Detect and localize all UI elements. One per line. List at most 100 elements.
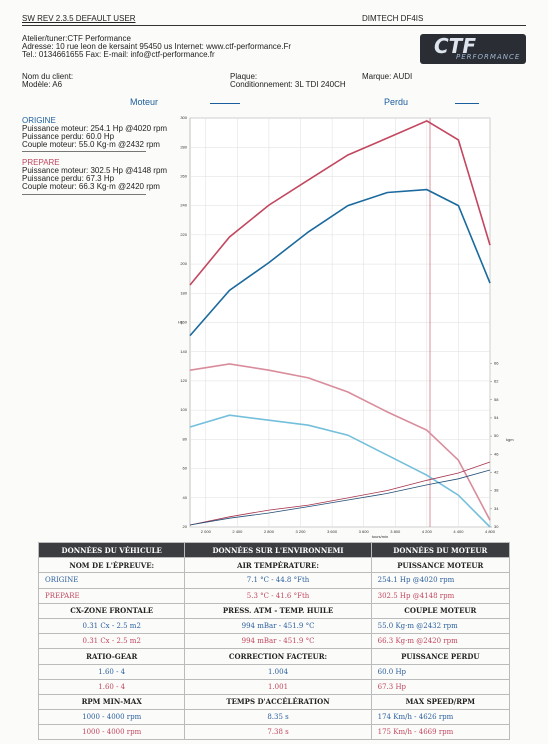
table-cell: 60.0 Hp: [370, 663, 511, 680]
table-cell: 174 Km/h - 4626 rpm: [370, 709, 511, 726]
table-cell: RATIO-GEAR: [37, 648, 186, 665]
x-axis-label: tours/min: [372, 534, 388, 539]
table-row: 1000 - 4000 rpm 8.35 s 174 Km/h - 4626 rpm: [37, 709, 511, 726]
table-cell: PRESS. ATM - TEMP. HUILE: [184, 602, 372, 619]
shop-line: Adresse: 10 rue leon de kersaint 95450 u…: [22, 42, 292, 51]
x-tick-label: 2 800: [264, 529, 275, 534]
chart: 20 40 60 80 100 120 140 160 180 200 220 240 260 280 30…: [178, 115, 514, 539]
table-cell: CX-ZONE FRONTALE: [37, 602, 186, 619]
legend-swatch: [455, 103, 479, 104]
y2-tick-label: 42: [494, 470, 499, 475]
table-cell: DONNÉES DU MOTEUR: [370, 541, 511, 559]
y2-tick-label: 46: [494, 451, 499, 456]
origine-line: Couple moteur: 55.0 Kg·m @2432 rpm: [22, 140, 160, 149]
y-tick-label: 20: [183, 524, 188, 529]
origine-title: ORIGINE: [22, 116, 56, 125]
table-cell: 0.31 Cx - 2.5 m2: [37, 617, 186, 635]
table-row: CX-ZONE FRONTALE PRESS. ATM - TEMP. HUILE…: [37, 602, 511, 619]
table-cell: 66.3 Kg·m @2420 rpm: [370, 633, 511, 650]
table-cell: 55.0 Kg·m @2432 rpm: [370, 617, 511, 635]
series-line: [189, 461, 491, 526]
table-row: PREPARE 5.3 °C - 41.6 °Fth 302.5 Hp @4148 …: [37, 587, 511, 604]
y-tick-label: 120: [180, 378, 187, 383]
table-cell: TEMPS D'ACCÉLÉRATION: [184, 693, 372, 711]
y-tick-label: 240: [180, 203, 187, 208]
x-tick-label: 3 800: [390, 529, 401, 534]
legend-label: Moteur: [130, 97, 159, 107]
shop-line: Atelier/tuner:CTF Performance: [22, 34, 131, 43]
y-tick-label: 60: [183, 466, 188, 471]
y2-axis-label: kgm: [506, 437, 514, 442]
table-cell: ORIGINE: [37, 572, 186, 589]
y2-tick-label: 66: [494, 360, 499, 365]
series-line: [189, 120, 491, 286]
x-tick-label: 3 200: [296, 529, 307, 534]
table-cell: CORRECTION FACTEUR:: [184, 648, 372, 665]
y2-tick-label: 30: [494, 524, 499, 529]
logo-sub: PERFORMANCE: [456, 53, 521, 61]
header-right: DIMTECH DF4IS: [362, 14, 424, 23]
table-row: NOM DE L'ÉPREUVE: AIR TEMPÉRATURE: PUISSAN…: [37, 557, 511, 574]
x-tick-label: 2 000: [201, 529, 212, 534]
table-cell: 254.1 Hp @4020 rpm: [370, 572, 511, 589]
logo-text: CTF: [434, 34, 476, 58]
client-model: Modèle: A6: [22, 80, 63, 89]
y2-tick-label: 62: [494, 379, 499, 384]
series-line: [189, 188, 491, 337]
logo: CTF PERFORMANCE: [420, 34, 526, 64]
table-cell: PUISSANCE PERDU: [370, 648, 511, 665]
table-row: DONNÉES DU VÉHICULE DONNÉES SUR L'ENVIRON…: [37, 541, 511, 559]
y-tick-label: 260: [180, 173, 187, 178]
rule: [22, 194, 146, 195]
table-cell: 302.5 Hp @4148 rpm: [370, 587, 511, 604]
table-cell: RPM MIN-MAX: [37, 693, 186, 711]
origine-line: Puissance perdu: 60.0 Hp: [22, 132, 115, 141]
x-tick-label: 4 800: [485, 529, 496, 534]
x-tick-label: 4 400: [453, 529, 464, 534]
y2-tick-label: 34: [494, 506, 499, 511]
client-brand: Marque: AUDI: [362, 72, 413, 81]
y2-tick-label: 54: [494, 415, 499, 420]
table-cell: DONNÉES SUR L'ENVIRONNEMI: [184, 541, 372, 559]
series-line: [189, 363, 491, 521]
x-tick-label: 2 400: [232, 529, 243, 534]
table-cell: 175 Km/h - 4669 rpm: [370, 724, 511, 741]
prepare-title: PREPARE: [22, 158, 60, 167]
table-cell: 1000 - 4000 rpm: [37, 724, 186, 741]
table-row: 0.31 Cx - 2.5 m2 994 mBar - 451.9 °C 66.3 …: [37, 633, 511, 650]
series-line: [189, 469, 491, 526]
y-tick-label: 200: [180, 261, 187, 266]
rule: [22, 25, 526, 26]
table-cell: 994 mBar - 451.9 °C: [184, 633, 372, 650]
legend-swatch: [210, 103, 240, 104]
prepare-line: Couple moteur: 66.3 Kg·m @2420 rpm: [22, 182, 160, 191]
header-left: SW REV 2.3.5 DEFAULT USER: [22, 14, 136, 23]
table-row: RATIO-GEAR CORRECTION FACTEUR: PUISSANCE P…: [37, 648, 511, 665]
x-tick-label: 3 600: [327, 529, 338, 534]
table-cell: 8.35 s: [184, 709, 372, 726]
table-cell: PUISSANCE MOTEUR: [370, 557, 511, 574]
table-cell: COUPLE MOTEUR: [370, 602, 511, 619]
table-cell: 994 mBar - 451.9 °C: [184, 617, 372, 635]
y-tick-label: 160: [180, 320, 187, 325]
y2-tick-label: 38: [494, 488, 499, 493]
y-axis-label: Hp: [178, 320, 184, 325]
table-cell: DONNÉES DU VÉHICULE: [37, 541, 186, 559]
table-cell: 0.31 Cx - 2.5 m2: [37, 633, 186, 650]
table-cell: AIR TEMPÉRATURE:: [184, 557, 372, 574]
y-tick-label: 100: [180, 407, 187, 412]
prepare-line: Puissance moteur: 302.5 Hp @4148 rpm: [22, 166, 168, 175]
data-table: DONNÉES DU VÉHICULE DONNÉES SUR L'ENVIRON…: [37, 541, 511, 741]
y-tick-label: 80: [183, 436, 188, 441]
table-cell: 7.1 °C - 44.8 °Fth: [184, 572, 372, 589]
x-tick-label: 4 200: [422, 529, 433, 534]
y-tick-label: 180: [180, 290, 187, 295]
table-row: 1000 - 4000 rpm 7.38 s 175 Km/h - 4669 rpm: [37, 724, 511, 741]
table-row: RPM MIN-MAX TEMPS D'ACCÉLÉRATION MAX SPEED…: [37, 693, 511, 711]
rule: [22, 151, 146, 152]
table-cell: 5.3 °C - 41.6 °Fth: [184, 587, 372, 604]
table-row: 1.60 - 4 1.001 67.3 Hp: [37, 678, 511, 695]
table-cell: 1000 - 4000 rpm: [37, 709, 186, 726]
table-cell: 67.3 Hp: [370, 678, 511, 695]
